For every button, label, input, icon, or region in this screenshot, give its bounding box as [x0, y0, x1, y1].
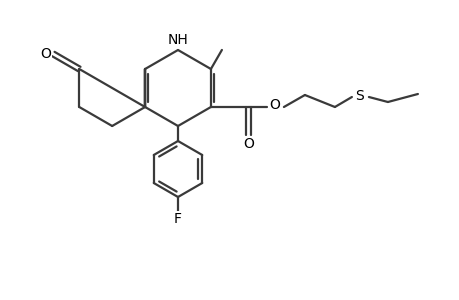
Text: H: H — [175, 31, 184, 44]
Text: F: F — [174, 212, 182, 226]
Text: S: S — [355, 89, 364, 103]
Text: O: O — [269, 98, 280, 112]
Text: O: O — [243, 137, 254, 151]
Text: NH: NH — [167, 33, 188, 47]
Text: O: O — [40, 47, 50, 61]
